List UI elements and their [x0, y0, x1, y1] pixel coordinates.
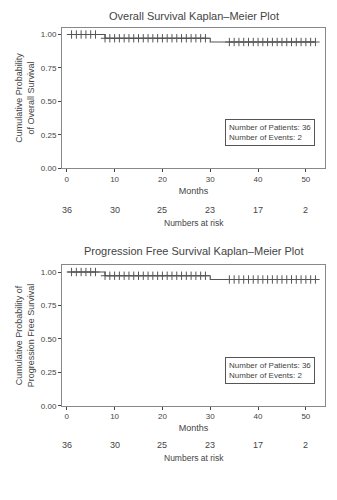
svg-text:10: 10 [110, 412, 119, 421]
svg-text:0.75: 0.75 [41, 301, 57, 310]
svg-text:25: 25 [157, 205, 167, 215]
svg-text:1.00: 1.00 [41, 268, 57, 277]
svg-text:30: 30 [110, 440, 120, 450]
svg-text:1.00: 1.00 [41, 30, 57, 39]
svg-text:0: 0 [65, 175, 70, 184]
svg-text:0.25: 0.25 [41, 368, 57, 377]
svg-text:0.50: 0.50 [41, 97, 57, 106]
svg-text:40: 40 [254, 412, 263, 421]
svg-text:0.00: 0.00 [41, 164, 57, 173]
svg-text:36: 36 [62, 440, 72, 450]
svg-text:Overall Survival Kaplan–Meier: Overall Survival Kaplan–Meier Plot [109, 10, 279, 22]
svg-text:0.00: 0.00 [41, 402, 57, 411]
svg-text:0.25: 0.25 [41, 131, 57, 140]
svg-text:23: 23 [205, 440, 215, 450]
svg-text:Progression Free Survival Kapl: Progression Free Survival Kaplan–Meier P… [84, 245, 304, 257]
svg-text:50: 50 [301, 175, 310, 184]
svg-text:Numbers at risk: Numbers at risk [164, 453, 224, 463]
svg-text:2: 2 [303, 205, 308, 215]
svg-text:17: 17 [253, 440, 263, 450]
svg-text:Cumulative Probabilityof Overa: Cumulative Probabilityof Overall Surviva… [14, 53, 36, 143]
svg-text:2: 2 [303, 440, 308, 450]
svg-text:10: 10 [110, 175, 119, 184]
svg-text:30: 30 [110, 205, 120, 215]
svg-text:30: 30 [206, 175, 215, 184]
svg-text:Number of Patients: 36Number o: Number of Patients: 36Number of Events: … [229, 361, 311, 380]
svg-text:30: 30 [206, 412, 215, 421]
svg-text:20: 20 [158, 412, 167, 421]
svg-text:Number of Patients: 36Number o: Number of Patients: 36Number of Events: … [229, 123, 311, 142]
svg-text:50: 50 [301, 412, 310, 421]
svg-text:36: 36 [62, 205, 72, 215]
svg-text:0.75: 0.75 [41, 64, 57, 73]
svg-text:20: 20 [158, 175, 167, 184]
svg-text:Numbers at risk: Numbers at risk [164, 218, 224, 228]
svg-text:Months: Months [179, 423, 209, 433]
svg-text:0: 0 [65, 412, 70, 421]
svg-text:23: 23 [205, 205, 215, 215]
svg-text:Months: Months [179, 186, 209, 196]
svg-text:40: 40 [254, 175, 263, 184]
svg-text:25: 25 [157, 440, 167, 450]
svg-text:0.50: 0.50 [41, 335, 57, 344]
svg-text:17: 17 [253, 205, 263, 215]
svg-text:Cumulative Probability ofProgr: Cumulative Probability ofProgression Fre… [14, 284, 36, 388]
